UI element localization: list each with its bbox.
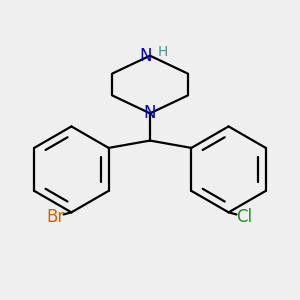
Text: N: N xyxy=(140,47,152,65)
Text: H: H xyxy=(158,44,168,58)
Text: N: N xyxy=(144,104,156,122)
Text: Cl: Cl xyxy=(236,208,252,226)
Text: Br: Br xyxy=(46,208,65,226)
